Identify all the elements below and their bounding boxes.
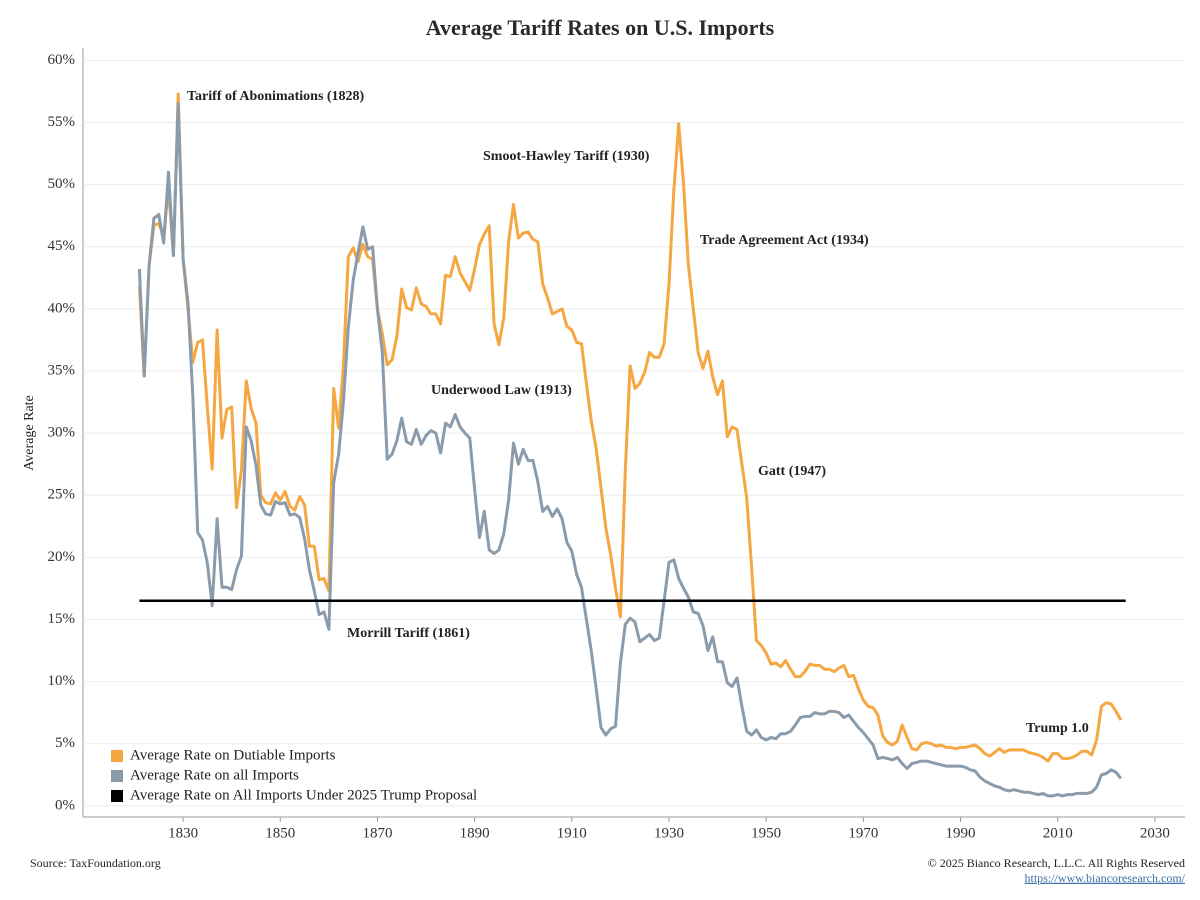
legend-swatch — [111, 790, 123, 802]
legend-swatch — [111, 770, 123, 782]
annotation: Underwood Law (1913) — [431, 383, 572, 398]
y-tick-label: 5% — [55, 735, 75, 751]
annotation: Gatt (1947) — [758, 464, 826, 479]
y-tick-label: 30% — [48, 425, 76, 441]
series-line — [137, 92, 1123, 763]
source: Source: TaxFoundation.org — [30, 856, 161, 870]
annotation: Tariff of Abonimations (1828) — [187, 89, 365, 104]
series-line — [137, 102, 1123, 798]
y-tick-label: 40% — [48, 300, 76, 316]
y-tick-label: 50% — [48, 176, 76, 192]
y-tick-label: 35% — [48, 362, 76, 378]
x-tick-label: 2030 — [1140, 825, 1170, 841]
x-tick-label: 1870 — [362, 825, 392, 841]
annotation: Morrill Tariff (1861) — [347, 626, 470, 641]
x-tick-label: 1910 — [557, 825, 587, 841]
x-tick-label: 1890 — [460, 825, 490, 841]
y-tick-label: 25% — [48, 487, 76, 503]
annotation: Smoot-Hawley Tariff (1930) — [483, 149, 650, 164]
chart-title: Average Tariff Rates on U.S. Imports — [426, 15, 775, 40]
legend-label: Average Rate on all Imports — [130, 767, 299, 783]
y-tick-label: 55% — [48, 114, 76, 130]
y-tick-label: 20% — [48, 549, 76, 565]
link[interactable]: https://www.biancoresearch.com/ — [1024, 871, 1185, 885]
x-tick-label: 1950 — [751, 825, 781, 841]
x-tick-label: 1930 — [654, 825, 684, 841]
legend-label: Average Rate on Dutiable Imports — [130, 747, 336, 763]
annotation: Trump 1.0 — [1026, 721, 1089, 736]
annotation: Trade Agreement Act (1934) — [700, 233, 869, 248]
y-tick-label: 15% — [48, 611, 76, 627]
x-tick-label: 1850 — [265, 825, 295, 841]
x-tick-label: 1970 — [848, 825, 878, 841]
x-tick-label: 1830 — [168, 825, 198, 841]
y-tick-label: 10% — [48, 673, 76, 689]
x-tick-label: 1990 — [946, 825, 976, 841]
x-tick-label: 2010 — [1043, 825, 1073, 841]
legend-label: Average Rate on All Imports Under 2025 T… — [130, 787, 477, 803]
y-tick-label: 0% — [55, 797, 75, 813]
copyright: © 2025 Bianco Research, L.L.C. All Right… — [928, 856, 1185, 870]
legend-swatch — [111, 750, 123, 762]
y-tick-label: 60% — [48, 52, 76, 68]
y-axis-label: Average Rate — [22, 395, 37, 471]
y-tick-label: 45% — [48, 238, 76, 254]
